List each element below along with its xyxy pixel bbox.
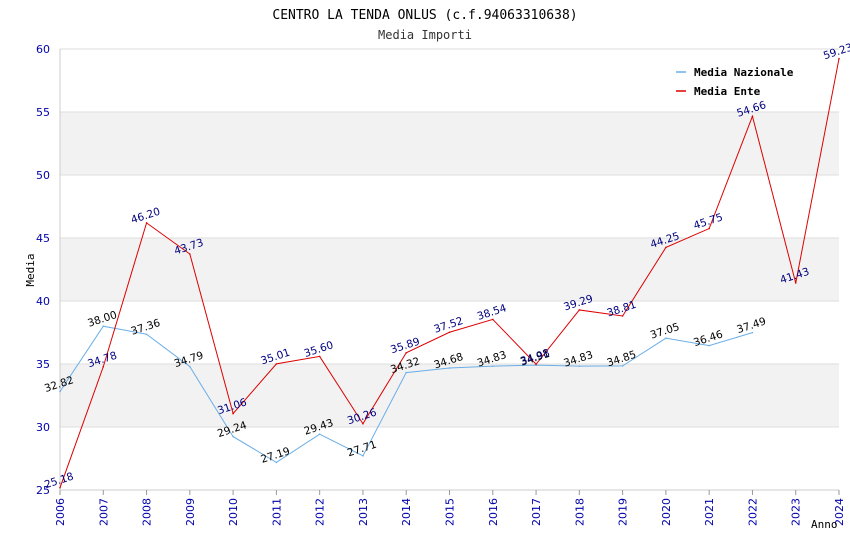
x-tick-label: 2016 bbox=[487, 498, 500, 526]
data-point bbox=[405, 371, 408, 374]
axes: 25 30 35 40 45 50 55 60 2006 2007 2008 2009 2010 2011… bbox=[36, 43, 846, 526]
data-label: 35.89 bbox=[389, 336, 421, 357]
plot-bands bbox=[60, 112, 839, 427]
x-tick-label: 2007 bbox=[97, 498, 110, 526]
x-tick-label: 2006 bbox=[54, 498, 67, 526]
data-point bbox=[189, 365, 191, 368]
data-point bbox=[448, 367, 451, 369]
legend-entry: Media Nazionale bbox=[694, 66, 794, 79]
data-point bbox=[448, 331, 451, 334]
data-point bbox=[578, 309, 581, 311]
data-point bbox=[145, 333, 148, 336]
x-tick-label: 2024 bbox=[833, 498, 846, 526]
plot-band bbox=[60, 238, 839, 301]
data-point bbox=[59, 390, 61, 393]
data-point bbox=[275, 363, 278, 365]
data-point bbox=[491, 318, 494, 321]
data-point bbox=[362, 455, 364, 457]
data-point bbox=[838, 57, 840, 60]
data-point bbox=[621, 315, 624, 317]
x-tick-label: 2018 bbox=[573, 498, 586, 526]
y-tick-label: 60 bbox=[36, 43, 50, 56]
data-point bbox=[102, 325, 105, 328]
data-label: 36.46 bbox=[692, 328, 725, 349]
data-point bbox=[145, 222, 148, 224]
data-point bbox=[665, 246, 667, 249]
data-point bbox=[232, 435, 234, 438]
data-point bbox=[708, 227, 710, 230]
data-label: 27.19 bbox=[259, 445, 291, 466]
x-tick-label: 2012 bbox=[314, 498, 327, 526]
x-tick-label: 2009 bbox=[184, 498, 197, 526]
data-point bbox=[232, 412, 234, 415]
data-point bbox=[59, 486, 61, 489]
data-point bbox=[362, 422, 364, 425]
data-label: 59.23 bbox=[822, 41, 850, 62]
y-tick-label: 45 bbox=[36, 232, 50, 245]
plot-band bbox=[60, 364, 839, 427]
series-group bbox=[59, 57, 840, 489]
x-tick-label: 2011 bbox=[270, 498, 283, 526]
data-point bbox=[708, 344, 710, 347]
data-point bbox=[751, 115, 754, 118]
y-axis-label: Media bbox=[24, 253, 37, 286]
legend: Media Nazionale Media Ente bbox=[676, 66, 794, 98]
y-tick-label: 50 bbox=[36, 169, 50, 182]
data-point bbox=[751, 331, 754, 334]
y-tick-label: 25 bbox=[36, 484, 50, 497]
x-tick-label: 2023 bbox=[790, 498, 803, 526]
data-label: 25.18 bbox=[43, 471, 75, 492]
data-point bbox=[318, 433, 321, 435]
data-point bbox=[189, 253, 191, 255]
data-point bbox=[275, 461, 278, 464]
x-tick-label: 2013 bbox=[357, 498, 370, 526]
data-label: 37.36 bbox=[129, 317, 162, 338]
data-label: 38.81 bbox=[606, 299, 638, 320]
x-tick-label: 2021 bbox=[703, 498, 716, 526]
legend-entry: Media Ente bbox=[694, 85, 761, 98]
chart-title: CENTRO LA TENDA ONLUS (c.f.94063310638) bbox=[272, 8, 577, 23]
y-tick-label: 40 bbox=[36, 295, 50, 308]
x-tick-label: 2022 bbox=[746, 498, 759, 526]
data-point bbox=[405, 351, 408, 354]
x-axis-label: Anno bbox=[811, 518, 838, 531]
x-tick-label: 2020 bbox=[660, 498, 673, 526]
x-tick-label: 2010 bbox=[227, 498, 240, 526]
y-tick-label: 35 bbox=[36, 358, 50, 371]
y-tick-label: 30 bbox=[36, 421, 50, 434]
y-tick-label: 55 bbox=[36, 106, 50, 119]
data-label: 46.20 bbox=[129, 206, 161, 227]
data-label: 38.00 bbox=[86, 309, 118, 330]
data-label: 27.71 bbox=[346, 439, 378, 460]
x-tick-label: 2019 bbox=[617, 498, 630, 526]
x-tick-label: 2015 bbox=[444, 498, 457, 526]
data-point bbox=[794, 282, 797, 284]
data-point bbox=[102, 365, 105, 368]
plot-band bbox=[60, 112, 839, 175]
data-point bbox=[491, 365, 494, 367]
x-tick-label: 2014 bbox=[400, 498, 413, 526]
data-point bbox=[318, 355, 321, 358]
data-point bbox=[578, 365, 581, 367]
chart-subtitle: Media Importi bbox=[378, 28, 472, 42]
x-tick-label: 2008 bbox=[141, 498, 154, 526]
x-tick-label: 2017 bbox=[530, 498, 543, 526]
data-point bbox=[535, 363, 537, 366]
data-point bbox=[665, 337, 667, 339]
data-point bbox=[621, 365, 624, 367]
